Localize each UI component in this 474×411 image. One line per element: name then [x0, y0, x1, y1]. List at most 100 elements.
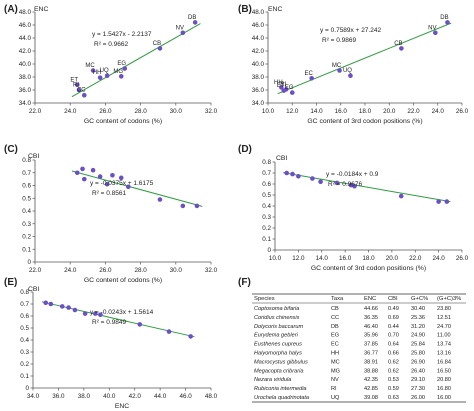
point-label: RI	[280, 82, 286, 88]
data-point	[290, 171, 295, 177]
point-label: CB	[153, 41, 161, 47]
y-axis-title: ENC	[268, 6, 282, 13]
table-cell: NV	[331, 377, 339, 383]
point-label: HH	[93, 70, 102, 76]
x-tick-label: 46.0	[179, 393, 192, 400]
y-tick-label: 44.0	[252, 35, 265, 42]
data-point	[76, 87, 82, 93]
y-tick-label: 0.7	[22, 170, 31, 177]
x-tick-label: 24.0	[432, 108, 445, 115]
data-point	[74, 82, 80, 88]
regression-equation: y = 1.5427x - 2.2137	[92, 31, 152, 38]
y-tick-label: 48.0	[252, 9, 265, 16]
data-point	[93, 311, 98, 316]
data-point	[110, 173, 115, 178]
data-point	[348, 73, 353, 78]
x-tick-label: 26.0	[99, 108, 112, 115]
x-tick-label: 30.0	[170, 108, 183, 115]
y-tick-label: 42.0	[252, 48, 265, 55]
point-label: NV	[176, 25, 184, 31]
panel-label: (B)	[238, 4, 252, 15]
y-tick-label: 0.1	[22, 246, 31, 253]
y-axis-title: CBI	[28, 286, 39, 293]
table-cell: 25.36	[411, 315, 425, 321]
y-tick-label: 34.0	[19, 100, 32, 107]
data-point	[97, 174, 103, 179]
x-tick-label: 26.0	[456, 108, 469, 115]
x-tick-label: 16.0	[339, 255, 352, 262]
x-tick-label: 10.0	[262, 108, 275, 115]
y-tick-label: 46.0	[252, 22, 265, 29]
table-cell: MC	[331, 359, 340, 365]
table-cell: 12.51	[437, 315, 451, 321]
x-tick-label: 28.0	[134, 267, 147, 274]
table-header-cell: CBI	[388, 296, 398, 302]
point-label: CC	[77, 88, 86, 94]
r-squared: R² = 0.9869	[322, 37, 357, 44]
x-tick-label: 28.0	[134, 108, 147, 115]
data-point	[122, 66, 128, 71]
x-tick-label: 24.0	[64, 267, 77, 274]
table-cell: 26.90	[411, 359, 425, 365]
table-header-cell: G+C%	[411, 296, 428, 302]
x-tick-label: 48.0	[205, 393, 218, 400]
trend-line	[71, 170, 203, 207]
y-tick-label: 0.8	[22, 157, 31, 164]
y-tick-label: 44.0	[19, 35, 32, 42]
table-cell: 37.85	[364, 342, 378, 348]
y-tick-label: 0	[267, 247, 271, 254]
x-tick-label: 22.0	[29, 267, 42, 274]
table-cell: 27.30	[411, 386, 425, 392]
point-label: EG	[117, 61, 126, 67]
panel-label: (D)	[238, 144, 252, 155]
x-tick-label: 18.0	[359, 108, 372, 115]
x-tick-label: 18.0	[362, 255, 375, 262]
table-cell: 0.69	[388, 315, 399, 321]
table-cell: Dolycoris baccarum	[254, 324, 303, 330]
table-cell: CB	[331, 306, 339, 312]
table-cell: 16.50	[437, 368, 451, 374]
table-cell: Urochela quadrinotata	[254, 395, 309, 401]
table-cell: 31.20	[411, 324, 425, 330]
data-point	[180, 203, 186, 209]
x-tick-label: 44.0	[154, 393, 167, 400]
y-tick-label: 38.0	[252, 74, 265, 81]
point-label: MC	[85, 63, 95, 69]
y-axis-title: ENC	[34, 6, 48, 13]
table-cell: 46.40	[364, 324, 378, 330]
table-cell: EG	[331, 333, 339, 339]
x-tick-label: 10.0	[269, 255, 282, 262]
table-cell: Halyomorpha halys	[254, 351, 302, 357]
data-point	[166, 329, 172, 334]
data-point	[281, 88, 287, 93]
panel-label: (C)	[4, 144, 18, 155]
data-point	[310, 176, 315, 181]
data-point	[157, 197, 163, 202]
table-cell: 35.96	[364, 333, 378, 339]
data-point	[399, 46, 404, 51]
table-cell: HH	[331, 351, 339, 357]
table-header-cell: Taxa	[331, 296, 344, 302]
table-cell: Eurydema gebleri	[254, 333, 299, 339]
data-point	[90, 167, 96, 173]
data-point	[104, 181, 110, 187]
regression-equation: y = 0.7589x + 27.242	[320, 27, 381, 34]
regression-equation: y = -0.0243x + 1.5614	[90, 309, 154, 316]
table-cell: 42.35	[364, 377, 378, 383]
data-point	[337, 68, 342, 73]
y-tick-label: 36.0	[252, 87, 265, 94]
y-tick-label: 0.3	[22, 221, 31, 228]
regression-equation: y = -0.0375x + 1.6175	[90, 180, 154, 187]
y-tick-label: 0.2	[262, 225, 271, 232]
table-cell: 30.40	[411, 306, 425, 312]
r-squared: R² = 0.8561	[92, 190, 127, 197]
table-cell: 25.80	[411, 351, 425, 357]
point-label: CB	[394, 41, 402, 47]
y-tick-label: 0.6	[22, 183, 31, 190]
point-label: RI	[73, 83, 79, 89]
table-cell: 13.16	[437, 351, 451, 357]
table-cell: Macrocystus gibbulus	[254, 359, 308, 365]
x-tick-label: 12.0	[286, 108, 299, 115]
data-point	[348, 182, 354, 188]
